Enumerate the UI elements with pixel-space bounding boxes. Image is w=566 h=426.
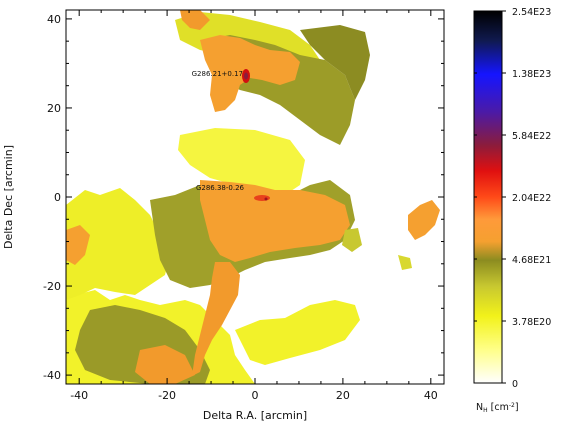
map-region-orange-central-ridge	[200, 180, 350, 262]
colorbar-label: 2.54E23	[512, 7, 551, 18]
colorbar-title-exp: -2	[509, 402, 515, 409]
map-region-orange-left-patch	[66, 225, 90, 265]
colorbar-labels: 2.54E23 1.38E23 5.84E22 2.04E22 4.68E21 3.78E…	[512, 7, 551, 390]
x-axis-title: Delta R.A. [arcmin]	[203, 409, 307, 422]
colorbar-title-close: ]	[515, 402, 519, 413]
map-region-yellow-left	[66, 188, 170, 300]
y-tick-labels: -40 -20 0 20 40	[43, 13, 61, 382]
x-tick-label: -40	[70, 389, 88, 402]
dense-core-central	[254, 195, 270, 201]
colorbar-label: 5.84E22	[512, 131, 551, 142]
y-tick-label: 40	[47, 13, 61, 26]
column-density-map	[66, 10, 440, 384]
dense-core-north-inner	[244, 72, 248, 80]
map-region-olive-north-east	[300, 25, 370, 100]
x-tick-label: 40	[424, 389, 438, 402]
source-label-g286-21: G286.21+0.17	[192, 70, 243, 78]
map-region-orange-bottom-patch	[135, 345, 195, 384]
x-tick-label: 0	[252, 389, 259, 402]
y-tick-label: -40	[43, 369, 61, 382]
colorbar-title-main: N	[476, 402, 483, 413]
colorbar-ticks	[474, 10, 506, 384]
colorbar-bar	[473, 10, 503, 384]
map-region-yellow-bottom-right	[235, 300, 360, 365]
source-label-g286-38: G286.38-0.26	[196, 184, 245, 192]
colorbar-label: 4.68E21	[512, 255, 551, 266]
colorbar-label: 0	[512, 379, 518, 390]
map-region-yellow-center	[178, 128, 305, 195]
map-region-orange-filament-north	[200, 35, 300, 112]
y-tick-label: 0	[54, 191, 61, 204]
colorbar-label: 3.78E20	[512, 317, 551, 328]
colorbar-title-sub: H	[483, 407, 488, 414]
colorbar-label: 2.04E22	[512, 193, 551, 204]
map-region-east-tiny-blob	[398, 255, 412, 270]
colorbar-title: NH [cm-2]	[476, 402, 519, 414]
colorbar-label: 1.38E23	[512, 69, 551, 80]
y-tick-label: -20	[43, 280, 61, 293]
axis-ticks	[66, 10, 444, 384]
colorbar-title-unit: [cm	[488, 402, 509, 413]
map-region-orange-east-blob	[408, 200, 440, 240]
x-tick-label: -20	[158, 389, 176, 402]
map-region-east-small-blob	[342, 228, 362, 252]
colorbar: 2.54E23 1.38E23 5.84E22 2.04E22 4.68E21 3.78E…	[473, 7, 551, 414]
x-tick-label: 20	[336, 389, 350, 402]
dense-core-central-peak	[264, 197, 268, 201]
map-region-orange-south-finger	[192, 262, 240, 376]
y-axis-title: Delta Dec [arcmin]	[2, 145, 15, 249]
x-tick-labels: -40 -20 0 20 40	[70, 389, 438, 402]
map-region-orange-top-peak	[180, 10, 210, 30]
y-tick-label: 20	[47, 102, 61, 115]
